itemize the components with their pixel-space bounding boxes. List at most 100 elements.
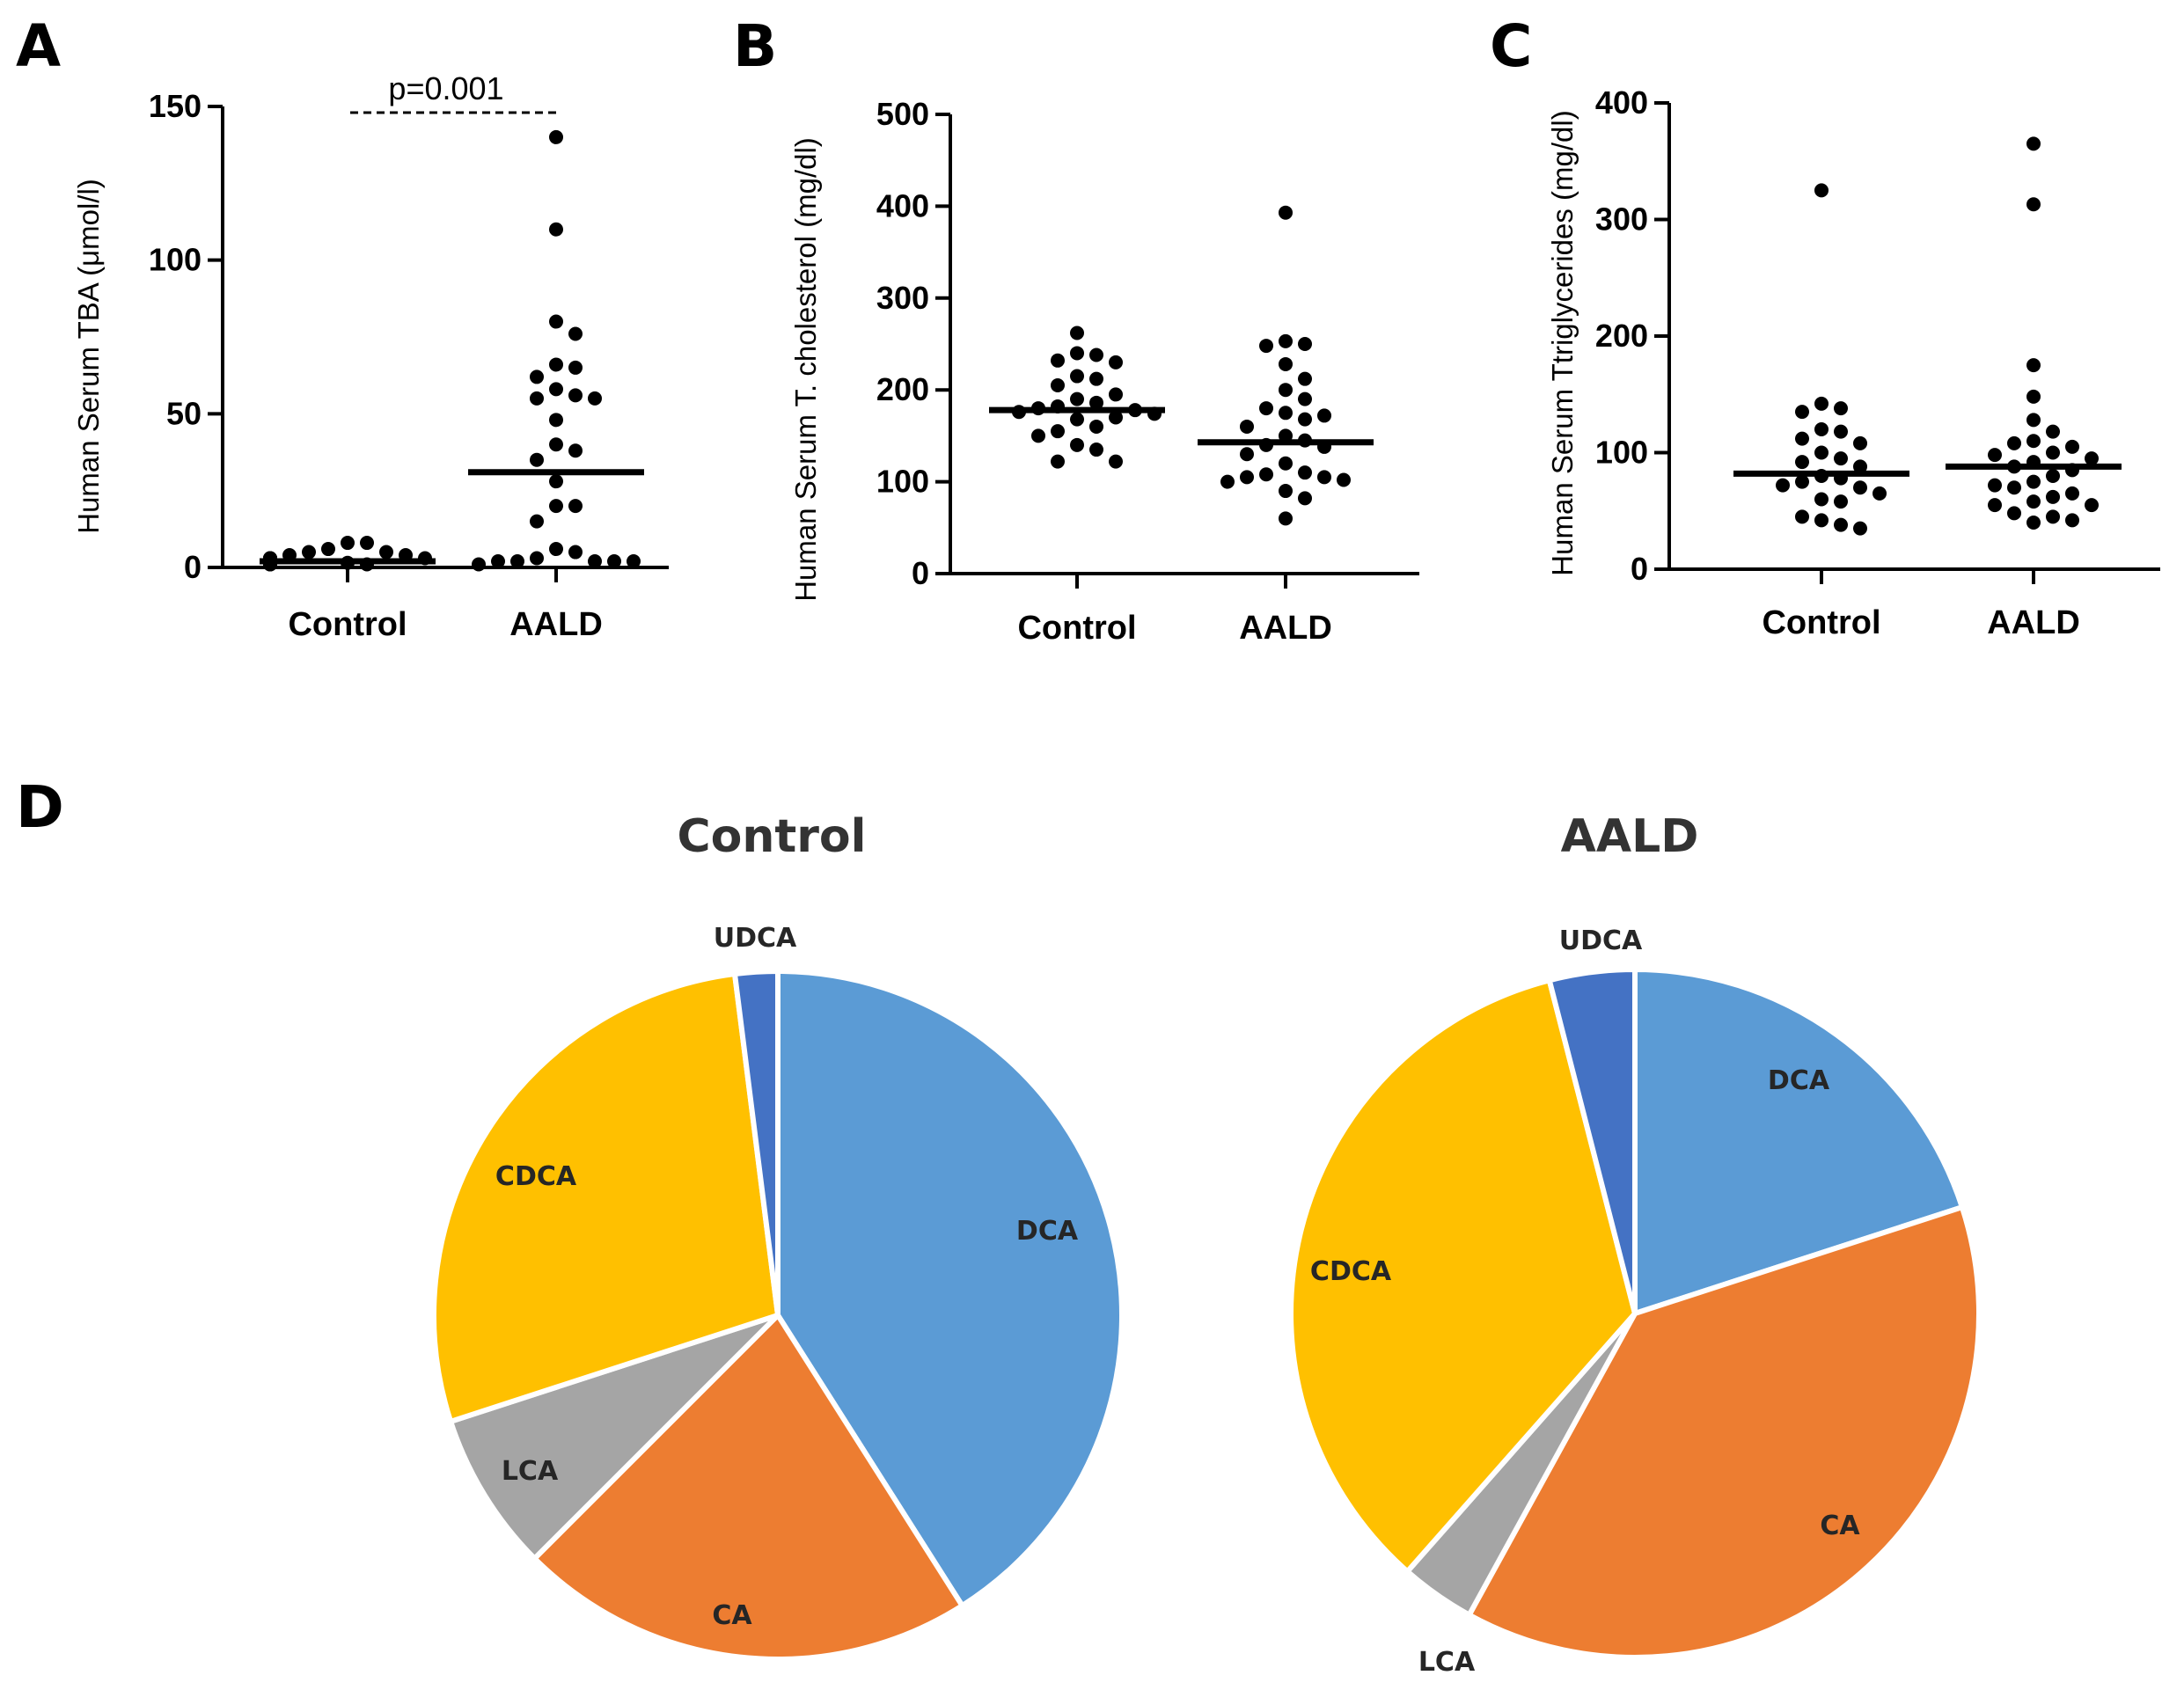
data-point-b-aald-12	[1240, 419, 1254, 434]
data-point-b-control-21	[1070, 437, 1084, 452]
y-tick-label-a-1: 50	[166, 395, 202, 431]
data-point-c-aald-27	[2026, 516, 2041, 530]
data-point-a-aald-0	[549, 129, 563, 144]
data-point-c-control-11	[1853, 459, 1867, 474]
data-point-c-aald-6	[2026, 434, 2041, 449]
slice-label-aald-cdca: CDCA	[1310, 1256, 1392, 1287]
panel-a-tba-scatter: Human Serum TBA (μmol/l) 0 50 100 150 Contr…	[72, 70, 669, 643]
data-point-b-control-17	[1070, 412, 1084, 427]
data-point-b-aald-10	[1317, 408, 1331, 423]
data-point-b-control-16	[1109, 410, 1123, 425]
y-axis-label-b: Human Serum T. cholesterol (mg/dl)	[789, 137, 822, 602]
panel-letter-a: A	[16, 12, 61, 80]
data-point-a-aald-9	[530, 391, 544, 406]
slice-label-control-lca: LCA	[502, 1456, 559, 1487]
panel-c-triglycerides-scatter: Human Serum Ttriglycerides (mg/dl) 0 100 2…	[1546, 84, 2160, 641]
data-point-b-aald-21	[1317, 470, 1331, 485]
pie-slice-aald-ca	[1465, 1203, 1982, 1661]
data-point-c-aald-7	[2007, 435, 2021, 450]
data-point-c-control-6	[1795, 431, 1809, 446]
data-point-a-aald-14	[530, 452, 544, 467]
data-point-b-aald-9	[1279, 406, 1293, 421]
y-tick-label-b-1: 100	[876, 464, 929, 500]
data-point-b-control-9	[1070, 391, 1084, 406]
data-point-b-control-6	[1089, 371, 1103, 386]
data-point-c-aald-0	[2026, 136, 2041, 151]
data-point-b-control-5	[1070, 369, 1084, 384]
x-tick-label-c-aald: AALD	[1987, 604, 2080, 641]
data-point-c-aald-24	[2007, 506, 2021, 521]
data-point-b-control-4	[1109, 355, 1123, 369]
data-point-b-control-1	[1070, 346, 1084, 361]
pie-slice-control-ca	[531, 1311, 966, 1662]
data-point-c-aald-16	[2026, 474, 2041, 489]
data-point-a-aald-13	[568, 443, 583, 458]
data-point-b-aald-0	[1279, 205, 1293, 220]
data-point-a-aald-21	[530, 551, 544, 566]
data-point-b-control-22	[1089, 443, 1103, 457]
y-tick-label-b-4: 400	[876, 187, 929, 223]
slice-label-control-udca: UDCA	[714, 923, 797, 954]
data-point-b-aald-25	[1279, 484, 1293, 499]
y-tick-label-a-2: 100	[149, 242, 202, 278]
data-point-b-aald-26	[1298, 491, 1312, 506]
data-point-c-control-2	[1834, 401, 1848, 416]
data-point-b-aald-11	[1298, 412, 1312, 427]
data-point-b-aald-5	[1298, 371, 1312, 386]
data-point-c-control-19	[1834, 494, 1848, 509]
pie-slice-aald-cdca	[1288, 977, 1638, 1576]
panel-letter-b: B	[733, 12, 777, 80]
data-point-a-aald-5	[568, 360, 583, 375]
slice-label-control-cdca: CDCA	[495, 1161, 577, 1192]
pie-slice-aald-udca	[1546, 966, 1638, 1314]
data-point-c-control-0	[1814, 183, 1829, 198]
slice-label-control-ca: CA	[712, 1600, 752, 1631]
data-point-a-aald-12	[549, 437, 563, 452]
panel-d-bile-acid-pies: Control AALD DCA CA LCA CDCA UDCA DCA CA…	[431, 810, 1982, 1678]
data-point-b-control-3	[1051, 353, 1065, 368]
pie-control	[431, 968, 1125, 1662]
data-point-c-aald-18	[2007, 480, 2021, 495]
data-point-a-control-3	[379, 545, 393, 560]
y-axis-label-a: Human Serum TBA (μmol/l)	[72, 179, 105, 534]
data-point-a-aald-19	[549, 542, 563, 557]
data-point-a-aald-15	[549, 474, 563, 489]
data-point-c-aald-5	[2046, 424, 2060, 439]
data-point-c-aald-15	[2046, 469, 2060, 483]
data-point-a-aald-7	[549, 382, 563, 397]
data-point-c-control-14	[1795, 474, 1809, 489]
pie-slice-control-lca	[447, 1313, 781, 1562]
data-point-b-aald-6	[1279, 383, 1293, 398]
slice-label-aald-udca: UDCA	[1559, 925, 1643, 956]
data-point-c-aald-20	[2046, 489, 2060, 504]
y-tick-label-b-2: 200	[876, 371, 929, 407]
data-point-c-aald-10	[1988, 448, 2002, 463]
data-point-c-aald-21	[2026, 494, 2041, 509]
data-point-c-control-23	[1853, 521, 1867, 536]
pie-slice-aald-dca	[1632, 966, 1966, 1318]
data-point-b-aald-27	[1279, 511, 1293, 526]
data-point-b-aald-19	[1298, 465, 1312, 480]
y-tick-label-c-3: 300	[1595, 201, 1648, 238]
x-tick-label-a-control: Control	[288, 606, 407, 643]
data-point-c-control-15	[1776, 478, 1790, 493]
data-point-a-control-4	[302, 545, 316, 560]
data-point-c-aald-19	[2065, 486, 2079, 501]
data-point-c-aald-22	[1988, 498, 2002, 513]
data-point-a-aald-20	[568, 545, 583, 560]
data-point-c-aald-23	[2085, 498, 2099, 513]
data-point-c-control-7	[1853, 435, 1867, 450]
data-point-b-aald-3	[1259, 339, 1273, 354]
data-point-c-control-16	[1853, 480, 1867, 495]
data-point-a-aald-3	[568, 326, 583, 341]
data-point-c-control-20	[1795, 509, 1809, 524]
data-point-a-aald-18	[530, 514, 544, 529]
data-point-b-aald-7	[1298, 391, 1312, 406]
p-value-annotation: p=0.001	[388, 70, 503, 106]
data-point-b-control-18	[1089, 419, 1103, 434]
y-tick-label-b-5: 500	[876, 96, 929, 132]
pie-title-control: Control	[678, 810, 867, 863]
data-point-b-aald-22	[1240, 470, 1254, 485]
data-point-b-control-2	[1089, 348, 1103, 362]
